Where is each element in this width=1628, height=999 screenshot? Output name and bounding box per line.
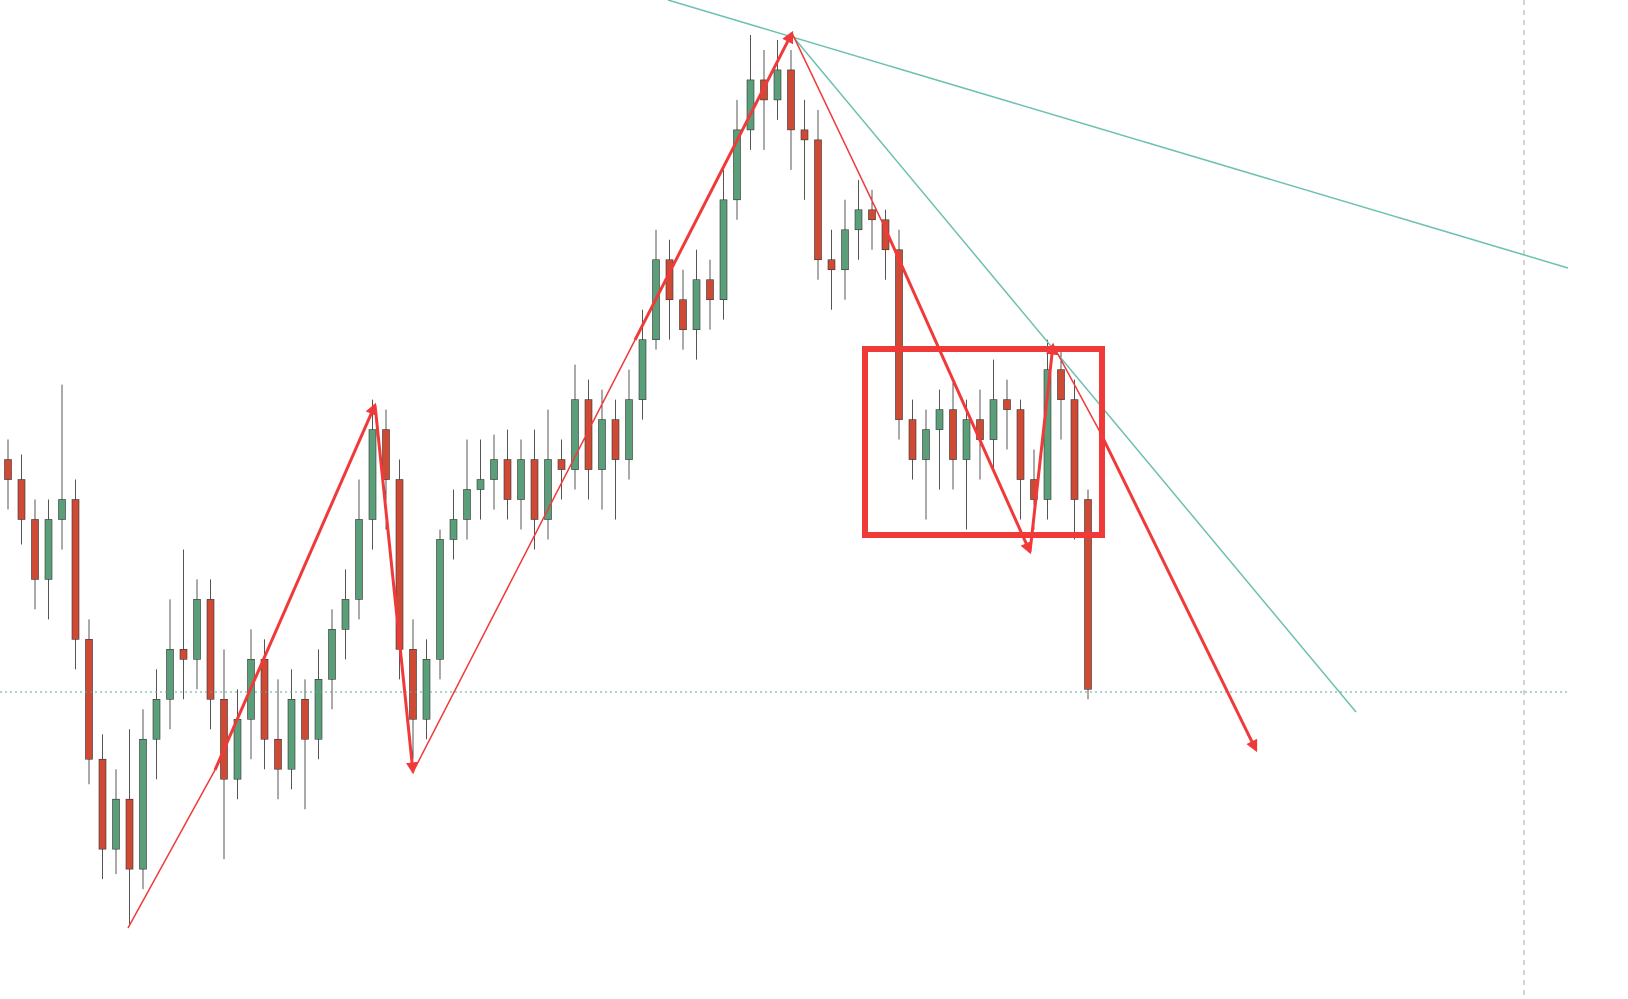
candle-body [449, 519, 458, 540]
candle-body [841, 229, 849, 271]
candle-body [1016, 409, 1025, 480]
candle-body [206, 599, 215, 700]
candle-body [989, 399, 998, 440]
candle-body [814, 139, 822, 261]
wave-arrow [213, 402, 377, 771]
trendline [667, 0, 1569, 269]
candle-body [314, 679, 323, 740]
candle-body [611, 419, 620, 460]
candle-body [625, 399, 633, 460]
candle-body [1084, 499, 1092, 690]
candle-body [827, 259, 836, 271]
candle-body [800, 129, 809, 141]
candle-body [868, 209, 876, 221]
candle-body [598, 419, 606, 470]
candles [4, 34, 1092, 925]
candle-body [166, 649, 174, 700]
wave-arrow [1028, 342, 1058, 553]
candle-body [152, 698, 161, 740]
candle-body [233, 718, 242, 780]
candle-body [706, 279, 714, 301]
candle-body [908, 419, 917, 460]
candle-body [44, 519, 53, 580]
candle-body [922, 429, 930, 460]
candle-body [638, 339, 647, 400]
candle-body [530, 459, 539, 520]
candle-body [355, 519, 363, 600]
candle-body [409, 649, 417, 720]
candle-body [557, 459, 566, 470]
candle-body [98, 758, 107, 850]
wave-arrow [633, 30, 794, 341]
candle-body [436, 539, 444, 660]
candle-body [193, 599, 201, 660]
candle-body [490, 459, 498, 480]
candle-body [949, 409, 957, 460]
candle-body [139, 738, 147, 870]
candle-body [220, 698, 228, 780]
wave-line [1052, 344, 1101, 433]
candle-body [1057, 369, 1065, 400]
candle-body [746, 79, 755, 131]
candle-body [503, 459, 512, 500]
candle-body [584, 399, 593, 470]
candle-body [328, 629, 336, 680]
candle-body [274, 738, 282, 770]
candle-body [301, 698, 309, 740]
candle-body [58, 499, 66, 520]
trendline [789, 32, 1357, 713]
wave-line [412, 339, 636, 773]
candle-body [692, 279, 701, 330]
candle-body [679, 299, 687, 330]
candle-body [1003, 399, 1011, 410]
candle-body [476, 479, 485, 490]
candle-body [71, 499, 80, 640]
candle-body [112, 798, 120, 850]
candle-body [17, 479, 26, 520]
wave-line [791, 32, 886, 229]
candle-body [854, 209, 863, 231]
candle-body [179, 649, 188, 660]
candle-body [4, 459, 12, 480]
candle-body [733, 129, 741, 201]
candle-body [85, 639, 93, 760]
candle-body [422, 659, 431, 720]
candle-body [895, 249, 903, 420]
candle-body [544, 459, 552, 520]
candle-body [571, 399, 579, 470]
candle-body [1070, 399, 1079, 500]
candle-body [773, 69, 782, 101]
candle-body [787, 69, 795, 131]
candle-body [31, 519, 39, 580]
candle-body [463, 489, 471, 520]
wave-arrow [883, 227, 1032, 555]
candle-body [341, 599, 350, 630]
candle-body [287, 698, 296, 770]
candle-body [935, 409, 944, 430]
candle-body [260, 659, 269, 740]
range-box [862, 346, 1105, 538]
candle-body [368, 429, 377, 520]
candle-body [125, 798, 134, 870]
wave-line [127, 769, 216, 929]
candle-body [962, 419, 971, 460]
wave-arrow [373, 404, 418, 775]
candle-body [719, 199, 728, 301]
candle-body [382, 429, 390, 480]
drawings [0, 0, 1569, 999]
wave-arrow [1098, 431, 1258, 753]
candle-body [517, 459, 525, 500]
